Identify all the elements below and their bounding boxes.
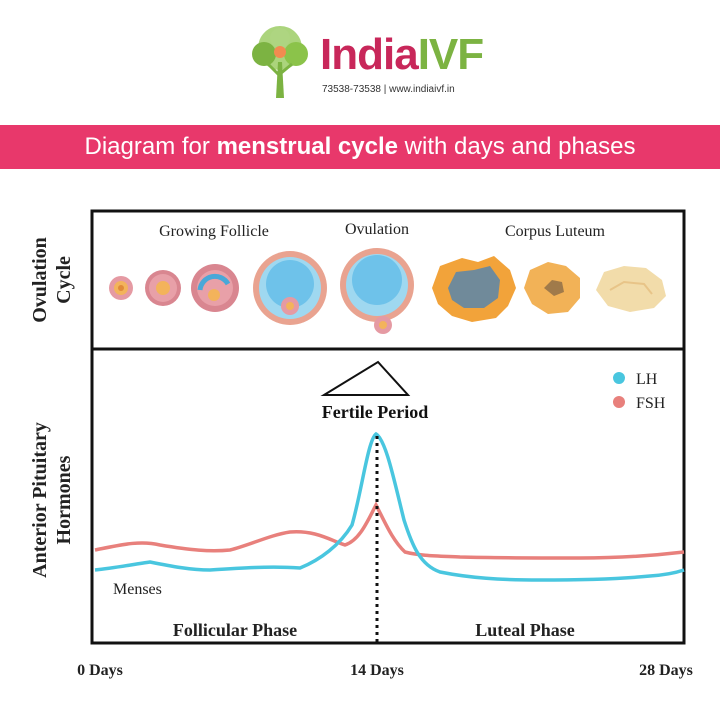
lh-curve xyxy=(94,431,685,582)
brand-tagline: 73538-73538 | www.indiaivf.in xyxy=(322,84,455,95)
diagram-title: Diagram for menstrual cycle with days an… xyxy=(0,125,720,169)
title-post: with days and phases xyxy=(398,133,636,160)
tree-logo-icon xyxy=(252,26,308,98)
fertile-period-triangle xyxy=(320,360,411,396)
title-pre: Diagram for xyxy=(84,133,217,160)
brand-name-ivf: IVF xyxy=(417,30,484,79)
hormone-panel-frame xyxy=(90,347,686,645)
luteal-phase-label: Luteal Phase xyxy=(475,620,575,640)
follicle-stage-5-icon xyxy=(340,248,414,334)
title-banner xyxy=(0,125,720,169)
legend-lh-marker xyxy=(613,372,625,384)
follicle-stage-2-icon xyxy=(145,270,181,306)
fertile-period-label: Fertile Period xyxy=(322,402,428,422)
legend-lh-label: LH xyxy=(636,371,658,388)
legend-fsh-label: FSH xyxy=(636,395,666,412)
corpus-luteum-stage-1-icon xyxy=(432,256,516,322)
hormone-row-label-1: Anterior Pituitary xyxy=(29,422,51,578)
title-bold: menstrual cycle xyxy=(216,133,398,160)
corpus-luteum-stage-2-icon xyxy=(524,262,580,314)
legend-fsh-marker xyxy=(613,396,625,408)
stage-corpus-luteum: Corpus Luteum xyxy=(505,223,606,240)
brand-logo: IndiaIVF xyxy=(320,30,484,80)
stage-ovulation: Ovulation xyxy=(345,221,409,238)
axis-day-28: 28 Days xyxy=(639,662,693,679)
follicle-stage-3-icon xyxy=(191,264,239,312)
brand-name-india: India xyxy=(320,30,419,79)
follicle-stage-1-icon xyxy=(109,276,133,300)
corpus-albicans-icon xyxy=(596,266,666,312)
fsh-curve xyxy=(94,501,685,560)
axis-day-0: 0 Days xyxy=(77,662,123,679)
follicular-phase-label: Follicular Phase xyxy=(173,620,297,640)
menses-label: Menses xyxy=(113,581,162,598)
follicle-stage-4-icon xyxy=(253,251,327,325)
axis-day-14: 14 Days xyxy=(350,662,404,679)
ovulation-row-label-2: Cycle xyxy=(53,256,75,304)
hormone-row-label-2: Hormones xyxy=(53,455,75,544)
stage-growing-follicle: Growing Follicle xyxy=(159,223,269,240)
ovulation-row-label-1: Ovulation xyxy=(29,237,51,323)
